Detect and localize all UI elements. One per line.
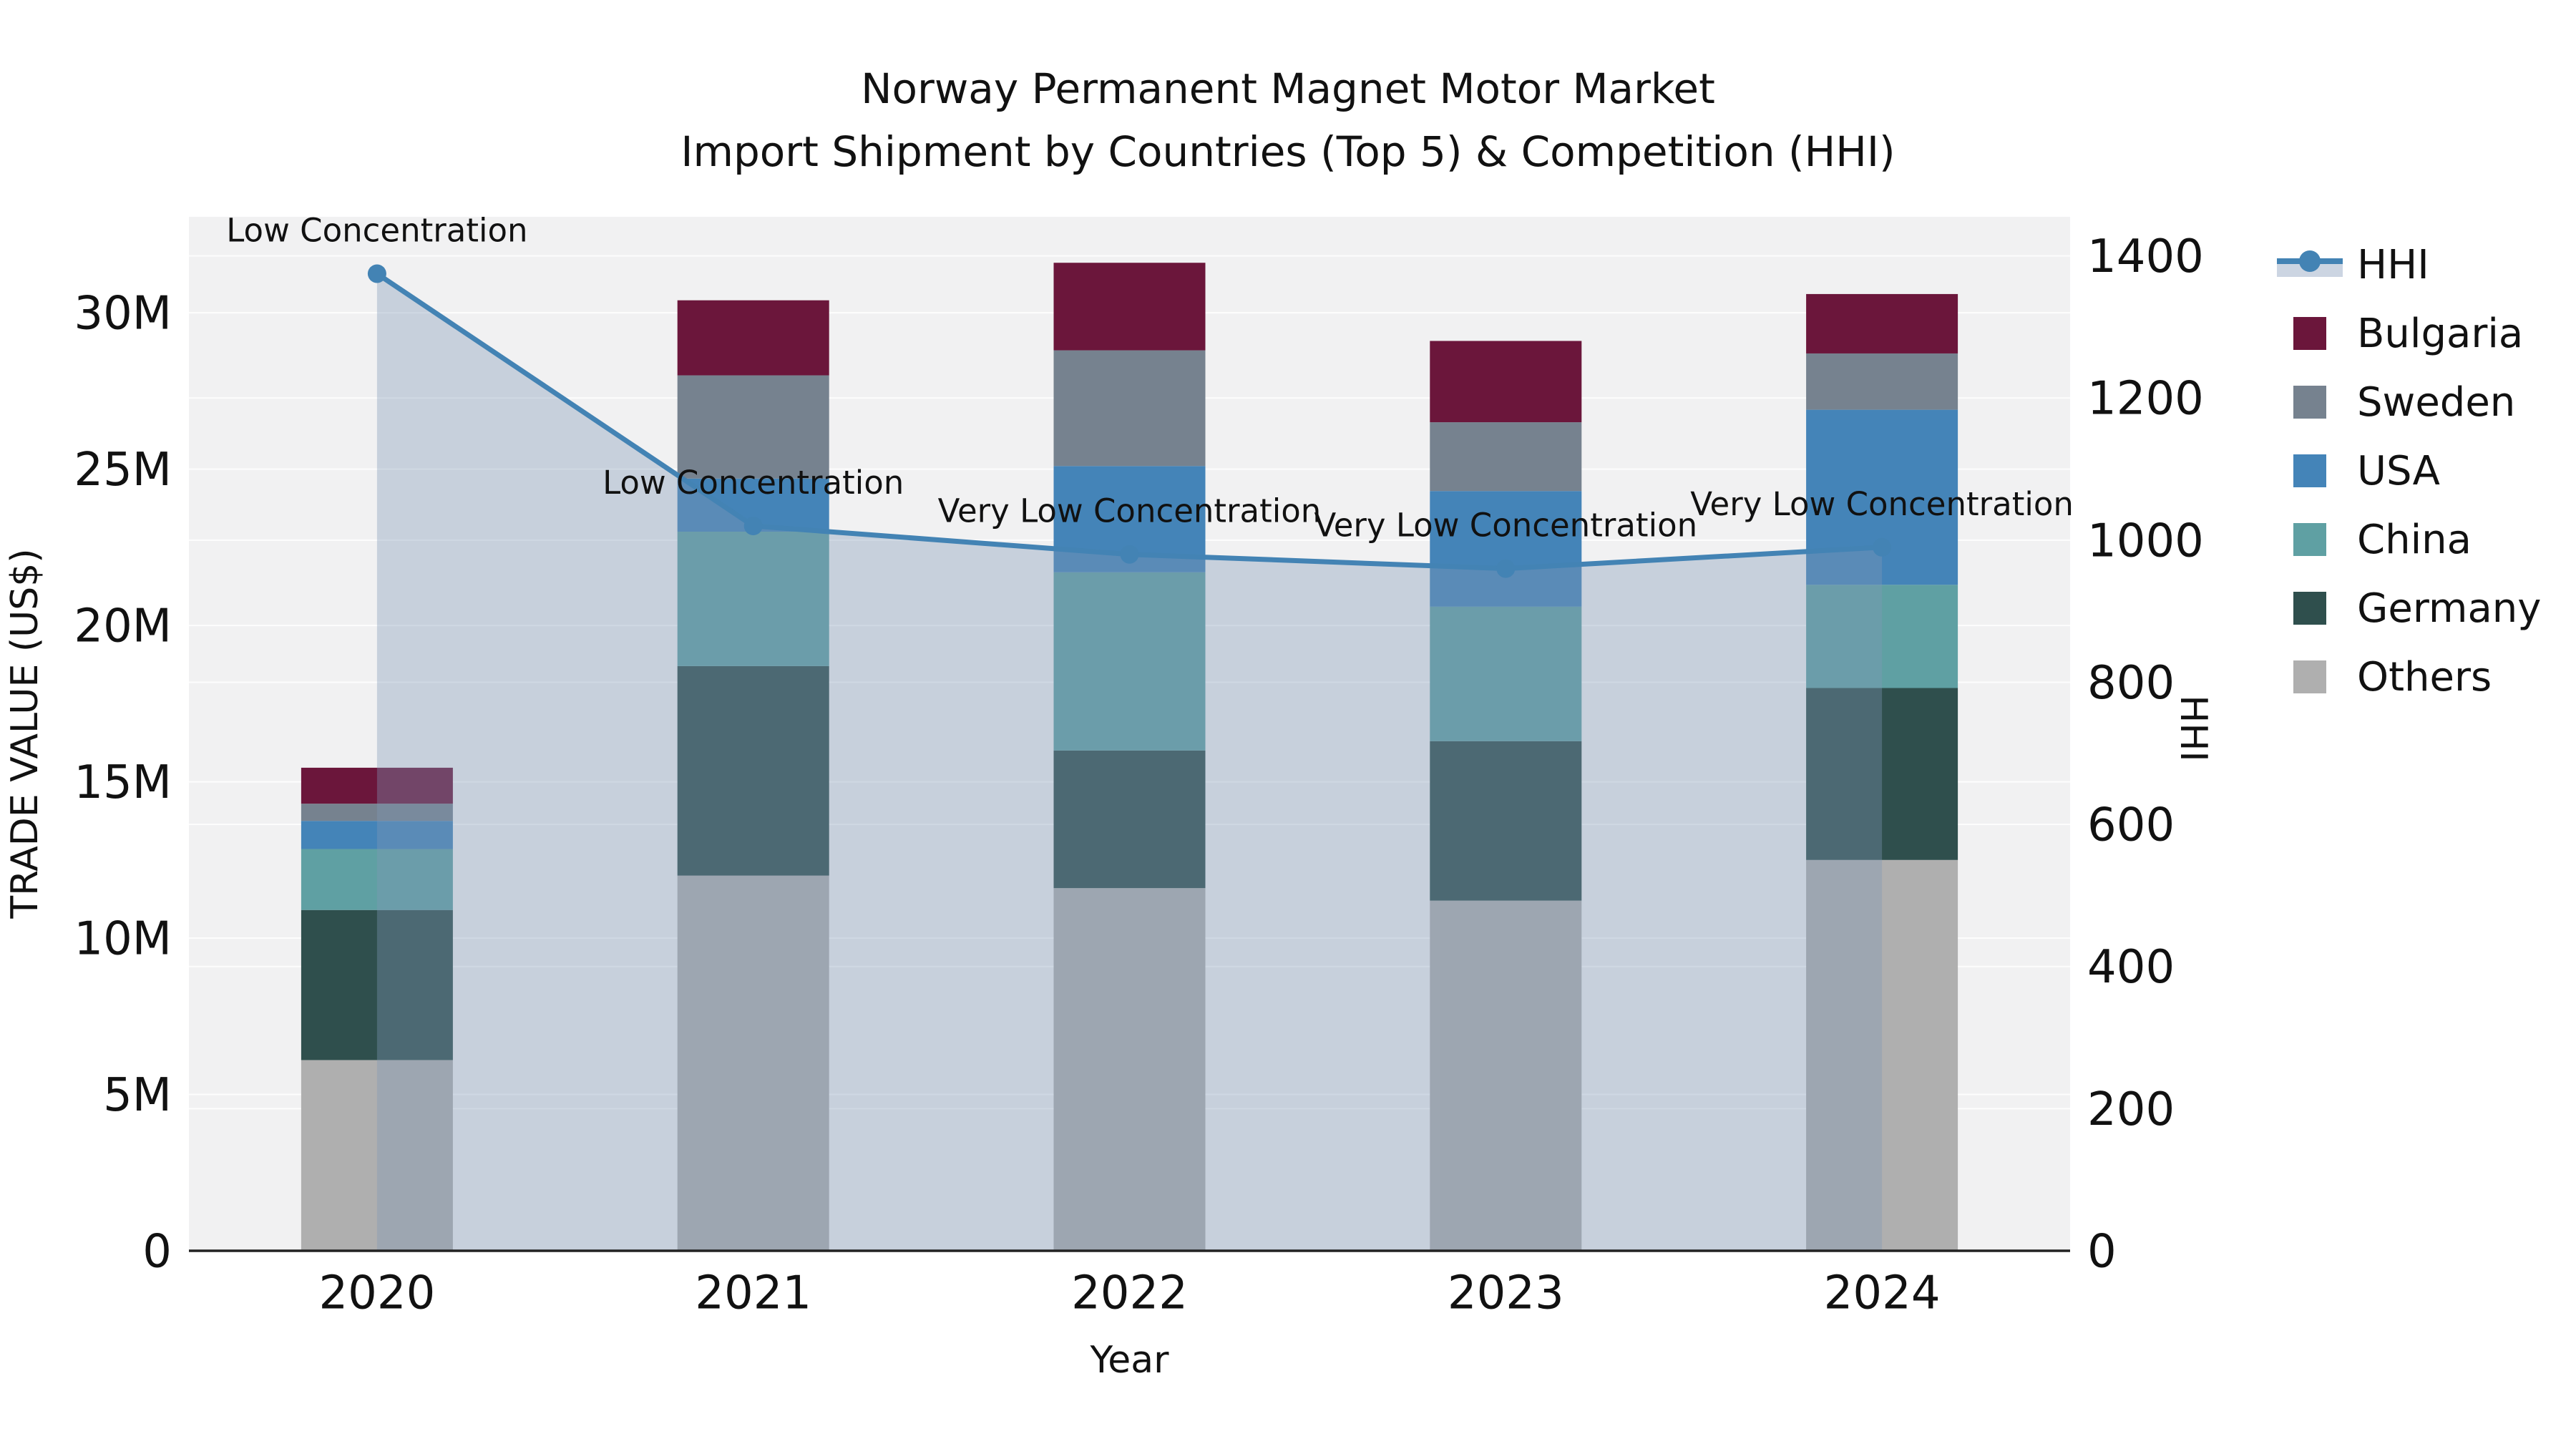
- y2-axis-title: HHI: [2172, 695, 2215, 762]
- y2-tick-label: 400: [2087, 941, 2175, 994]
- legend-item-sweden[interactable]: Sweden: [2275, 368, 2541, 436]
- legend-swatch-icon: [2275, 523, 2344, 556]
- x-tick-label: 2024: [1824, 1267, 1941, 1319]
- legend-swatch-icon: [2275, 592, 2344, 625]
- x-tick-label: 2022: [1071, 1267, 1188, 1319]
- hhi-marker-2022[interactable]: [1120, 545, 1139, 564]
- bar-segment-2021-germany[interactable]: [677, 665, 829, 876]
- legend-swatch-icon: [2275, 660, 2344, 693]
- legend-label: China: [2357, 516, 2472, 563]
- y-tick-label: 5M: [103, 1069, 172, 1122]
- legend-label: Bulgaria: [2357, 310, 2524, 357]
- bar-segment-2020-others[interactable]: [301, 1060, 453, 1251]
- y2-tick-label: 1400: [2087, 230, 2204, 283]
- bar-segment-2023-bulgaria[interactable]: [1430, 341, 1582, 423]
- hhi-annotation-2023: Very Low Concentration: [1314, 507, 1697, 545]
- bar-segment-2020-germany[interactable]: [301, 909, 453, 1060]
- bar-segment-2021-sweden[interactable]: [677, 375, 829, 479]
- bar-segment-2020-bulgaria[interactable]: [301, 767, 453, 804]
- bar-segment-2023-sweden[interactable]: [1430, 422, 1582, 492]
- bar-segment-2023-china[interactable]: [1430, 606, 1582, 741]
- legend-item-hhi[interactable]: HHI: [2275, 230, 2541, 299]
- y2-tick-label: 1000: [2087, 514, 2204, 567]
- bar-segment-2022-germany[interactable]: [1053, 750, 1206, 889]
- hhi-annotation-2022: Very Low Concentration: [938, 492, 1322, 530]
- hhi-annotation-2020: Low Concentration: [226, 211, 527, 249]
- y-tick-label: 20M: [74, 600, 172, 653]
- legend-label: USA: [2357, 447, 2440, 494]
- legend-item-others[interactable]: Others: [2275, 643, 2541, 711]
- legend-swatch-icon: [2275, 454, 2344, 487]
- y-tick-label: 0: [142, 1225, 172, 1278]
- bar-segment-2024-germany[interactable]: [1806, 688, 1958, 860]
- legend-item-bulgaria[interactable]: Bulgaria: [2275, 299, 2541, 368]
- legend-label: Germany: [2357, 585, 2542, 632]
- bar-segment-2022-bulgaria[interactable]: [1053, 263, 1206, 351]
- x-tick-label: 2021: [695, 1267, 811, 1319]
- bar-segment-2023-usa[interactable]: [1430, 491, 1582, 607]
- bar-segment-2022-sweden[interactable]: [1053, 350, 1206, 467]
- y2-tick-label: 800: [2087, 657, 2175, 710]
- y-tick-label: 30M: [74, 288, 172, 341]
- y-axis-title: TRADE VALUE (US$): [4, 548, 47, 919]
- legend-item-usa[interactable]: USA: [2275, 436, 2541, 505]
- hhi-area-fill: [376, 273, 1883, 1251]
- y2-tick-label: 0: [2087, 1225, 2117, 1278]
- legend-label: Others: [2357, 653, 2492, 701]
- bar-segment-2024-china[interactable]: [1806, 585, 1958, 688]
- y-tick-label: 15M: [74, 756, 172, 809]
- legend-swatch-icon: [2275, 317, 2344, 350]
- legend-item-china[interactable]: China: [2275, 505, 2541, 574]
- hhi-annotation-2021: Low Concentration: [602, 464, 904, 502]
- y-tick-label: 25M: [74, 444, 172, 497]
- bar-segment-2021-china[interactable]: [677, 532, 829, 666]
- hhi-annotation-2024: Very Low Concentration: [1690, 485, 2074, 523]
- chart-title-line1: Norway Permanent Magnet Motor Market: [861, 64, 1715, 113]
- bar-segment-2023-germany[interactable]: [1430, 741, 1582, 901]
- x-tick-label: 2023: [1448, 1267, 1564, 1319]
- legend-label: HHI: [2357, 241, 2429, 288]
- chart-title: Norway Permanent Magnet Motor Market Imp…: [0, 57, 2576, 183]
- x-tick-label: 2020: [318, 1267, 435, 1319]
- bar-segment-2022-china[interactable]: [1053, 572, 1206, 751]
- hhi-marker-2024[interactable]: [1873, 537, 1892, 557]
- hhi-marker-2021[interactable]: [743, 517, 763, 536]
- x-axis-title: Year: [1089, 1339, 1169, 1382]
- legend-swatch-icon: [2275, 386, 2344, 419]
- bar-segment-2024-bulgaria[interactable]: [1806, 293, 1958, 353]
- bar-segment-2021-bulgaria[interactable]: [677, 300, 829, 376]
- bar-segment-2022-others[interactable]: [1053, 888, 1206, 1251]
- bar-segment-2020-china[interactable]: [301, 849, 453, 910]
- bar-segment-2024-others[interactable]: [1806, 859, 1958, 1251]
- bar-segment-2024-sweden[interactable]: [1806, 353, 1958, 410]
- bar-segment-2023-others[interactable]: [1430, 900, 1582, 1251]
- legend: HHI Bulgaria Sweden USA China Germany Others: [2275, 230, 2541, 711]
- y-tick-label: 10M: [74, 912, 172, 965]
- legend-label: Sweden: [2357, 379, 2516, 426]
- y2-tick-label: 1200: [2087, 373, 2204, 426]
- hhi-line-swatch-icon: [2275, 248, 2344, 281]
- y2-tick-label: 600: [2087, 799, 2175, 852]
- legend-item-germany[interactable]: Germany: [2275, 574, 2541, 643]
- bar-segment-2021-others[interactable]: [677, 875, 829, 1251]
- hhi-marker-2020[interactable]: [367, 264, 386, 283]
- bar-segment-2020-usa[interactable]: [301, 821, 453, 849]
- y2-tick-label: 200: [2087, 1083, 2175, 1136]
- hhi-marker-2023[interactable]: [1496, 559, 1516, 578]
- chart-title-line2: Import Shipment by Countries (Top 5) & C…: [680, 127, 1896, 176]
- bar-segment-2020-sweden[interactable]: [301, 804, 453, 821]
